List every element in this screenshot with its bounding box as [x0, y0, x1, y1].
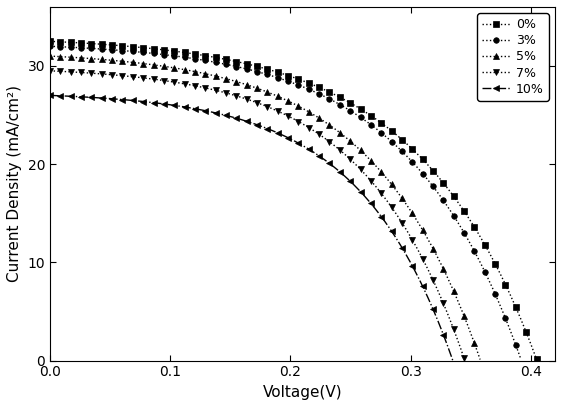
5% [47, 54, 53, 59]
10% [139, 99, 146, 104]
Legend: 0%, 3%, 5%, 7%, 10%: 0%, 3%, 5%, 7%, 10% [477, 13, 549, 101]
5% [393, 188, 400, 193]
3% [518, 357, 524, 362]
3% [47, 44, 53, 49]
10% [260, 125, 267, 130]
7% [129, 74, 136, 79]
3% [289, 81, 296, 85]
0% [500, 277, 506, 282]
0% [237, 60, 243, 65]
0% [327, 90, 334, 95]
Line: 7%: 7% [47, 68, 468, 363]
7% [338, 149, 345, 153]
5% [334, 128, 341, 133]
0% [533, 357, 540, 362]
10% [313, 152, 320, 157]
0% [438, 179, 445, 184]
7% [230, 93, 237, 98]
0% [47, 39, 53, 44]
7% [461, 357, 468, 362]
10% [47, 93, 53, 98]
10% [449, 358, 456, 363]
0% [257, 65, 264, 70]
5% [314, 114, 320, 119]
0% [329, 91, 336, 96]
3% [506, 325, 513, 330]
3% [117, 48, 124, 53]
10% [149, 100, 156, 105]
10% [336, 169, 343, 174]
X-axis label: Voltage(V): Voltage(V) [262, 385, 342, 400]
3% [257, 70, 264, 75]
7% [212, 88, 219, 93]
5% [435, 256, 442, 261]
Y-axis label: Current Density (mA/cm²): Current Density (mA/cm²) [7, 85, 22, 282]
Line: 3%: 3% [47, 44, 524, 362]
5% [345, 137, 352, 142]
3% [253, 69, 260, 74]
Line: 5%: 5% [47, 53, 483, 362]
10% [345, 177, 352, 182]
7% [47, 68, 53, 73]
7% [216, 89, 223, 94]
3% [426, 179, 433, 184]
7% [338, 149, 345, 154]
Line: 0%: 0% [47, 39, 540, 362]
5% [477, 357, 483, 362]
Line: 10%: 10% [47, 92, 455, 363]
5% [226, 77, 233, 82]
